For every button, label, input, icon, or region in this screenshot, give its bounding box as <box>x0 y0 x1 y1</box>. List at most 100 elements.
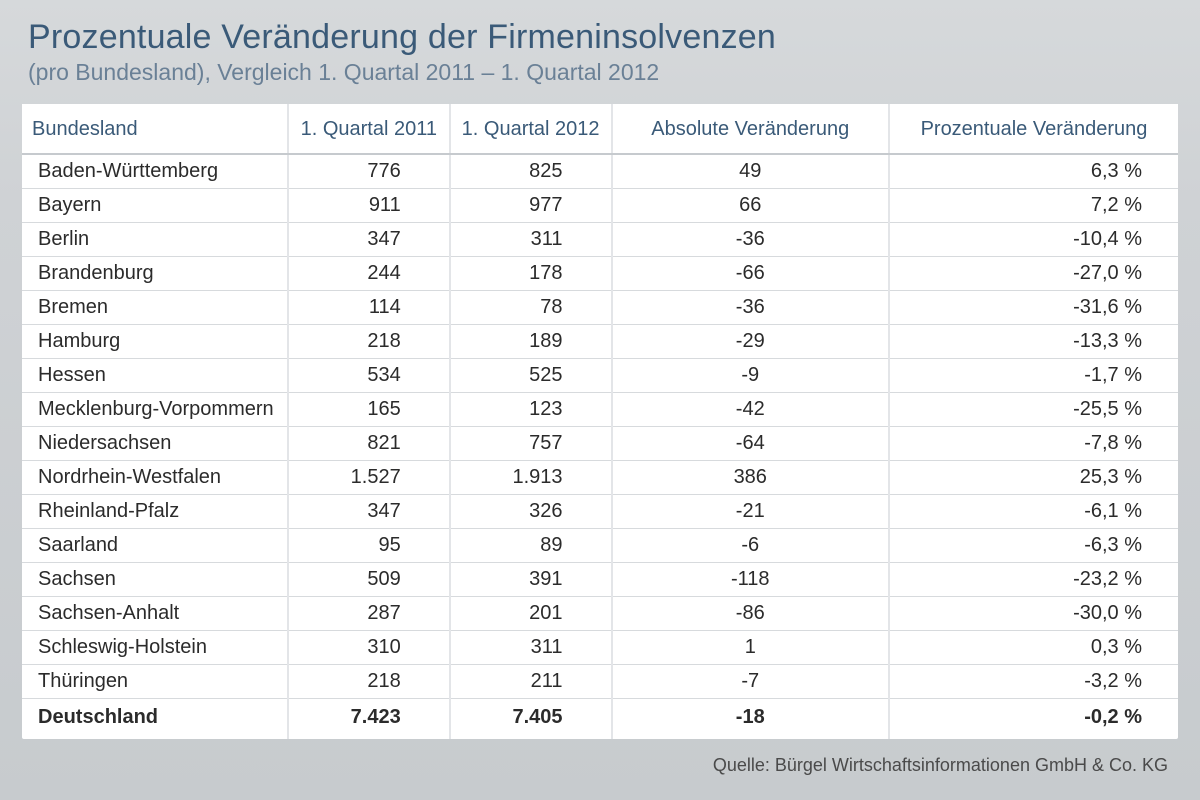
cell-pct: 7,2 % <box>889 189 1178 223</box>
cell-name: Schleswig-Holstein <box>22 631 288 665</box>
table-row: Schleswig-Holstein31031110,3 % <box>22 631 1178 665</box>
cell-q2011: 218 <box>288 665 450 699</box>
cell-q2012: 311 <box>450 223 612 257</box>
cell-abs: -118 <box>612 563 889 597</box>
cell-abs: -21 <box>612 495 889 529</box>
cell-q2011: 287 <box>288 597 450 631</box>
cell-q2012: 78 <box>450 291 612 325</box>
cell-q2012: 123 <box>450 393 612 427</box>
cell-q2012: 189 <box>450 325 612 359</box>
cell-name: Sachsen <box>22 563 288 597</box>
cell-pct: -0,2 % <box>889 699 1178 740</box>
cell-name: Sachsen-Anhalt <box>22 597 288 631</box>
table-row: Nordrhein-Westfalen1.5271.91338625,3 % <box>22 461 1178 495</box>
cell-pct: -25,5 % <box>889 393 1178 427</box>
cell-pct: -6,3 % <box>889 529 1178 563</box>
cell-q2012: 201 <box>450 597 612 631</box>
title-block: Prozentuale Veränderung der Firmeninsolv… <box>0 0 1200 96</box>
cell-pct: 0,3 % <box>889 631 1178 665</box>
cell-q2012: 7.405 <box>450 699 612 740</box>
cell-pct: -10,4 % <box>889 223 1178 257</box>
insolvency-table: Bundesland 1. Quartal 2011 1. Quartal 20… <box>22 104 1178 739</box>
cell-pct: -31,6 % <box>889 291 1178 325</box>
cell-name: Hessen <box>22 359 288 393</box>
cell-q2012: 178 <box>450 257 612 291</box>
cell-name: Hamburg <box>22 325 288 359</box>
table-row: Sachsen509391-118-23,2 % <box>22 563 1178 597</box>
col-header-q2011: 1. Quartal 2011 <box>288 104 450 154</box>
col-header-q2012: 1. Quartal 2012 <box>450 104 612 154</box>
cell-name: Deutschland <box>22 699 288 740</box>
cell-abs: 1 <box>612 631 889 665</box>
table-row: Hessen534525-9-1,7 % <box>22 359 1178 393</box>
table-row: Niedersachsen821757-64-7,8 % <box>22 427 1178 461</box>
table-row: Thüringen218211-7-3,2 % <box>22 665 1178 699</box>
cell-name: Mecklenburg-Vorpommern <box>22 393 288 427</box>
cell-q2011: 821 <box>288 427 450 461</box>
table-header-row: Bundesland 1. Quartal 2011 1. Quartal 20… <box>22 104 1178 154</box>
cell-q2012: 525 <box>450 359 612 393</box>
cell-q2012: 977 <box>450 189 612 223</box>
cell-pct: 6,3 % <box>889 154 1178 189</box>
cell-q2011: 509 <box>288 563 450 597</box>
cell-name: Rheinland-Pfalz <box>22 495 288 529</box>
source-attribution: Quelle: Bürgel Wirtschaftsinformationen … <box>0 749 1200 800</box>
cell-q2011: 218 <box>288 325 450 359</box>
cell-q2012: 211 <box>450 665 612 699</box>
page-subtitle: (pro Bundesland), Vergleich 1. Quartal 2… <box>28 59 1172 86</box>
cell-name: Bayern <box>22 189 288 223</box>
cell-q2012: 326 <box>450 495 612 529</box>
cell-name: Niedersachsen <box>22 427 288 461</box>
cell-q2012: 391 <box>450 563 612 597</box>
cell-name: Thüringen <box>22 665 288 699</box>
cell-abs: -18 <box>612 699 889 740</box>
cell-abs: -6 <box>612 529 889 563</box>
page-title: Prozentuale Veränderung der Firmeninsolv… <box>28 18 1172 57</box>
cell-pct: -6,1 % <box>889 495 1178 529</box>
cell-abs: -36 <box>612 223 889 257</box>
cell-abs: -86 <box>612 597 889 631</box>
table-row: Sachsen-Anhalt287201-86-30,0 % <box>22 597 1178 631</box>
cell-q2012: 757 <box>450 427 612 461</box>
cell-q2011: 347 <box>288 223 450 257</box>
table-row: Brandenburg244178-66-27,0 % <box>22 257 1178 291</box>
cell-abs: -66 <box>612 257 889 291</box>
cell-abs: -42 <box>612 393 889 427</box>
cell-pct: -30,0 % <box>889 597 1178 631</box>
cell-q2011: 911 <box>288 189 450 223</box>
page-container: Prozentuale Veränderung der Firmeninsolv… <box>0 0 1200 800</box>
cell-pct: -1,7 % <box>889 359 1178 393</box>
cell-pct: -7,8 % <box>889 427 1178 461</box>
col-header-pct: Prozentuale Veränderung <box>889 104 1178 154</box>
cell-name: Bremen <box>22 291 288 325</box>
cell-abs: -64 <box>612 427 889 461</box>
cell-q2011: 534 <box>288 359 450 393</box>
table-row: Baden-Württemberg776825496,3 % <box>22 154 1178 189</box>
cell-q2012: 1.913 <box>450 461 612 495</box>
cell-abs: 66 <box>612 189 889 223</box>
cell-q2012: 311 <box>450 631 612 665</box>
cell-name: Baden-Württemberg <box>22 154 288 189</box>
cell-q2011: 114 <box>288 291 450 325</box>
cell-q2011: 95 <box>288 529 450 563</box>
table-row: Rheinland-Pfalz347326-21-6,1 % <box>22 495 1178 529</box>
cell-abs: -29 <box>612 325 889 359</box>
cell-pct: -27,0 % <box>889 257 1178 291</box>
cell-abs: -7 <box>612 665 889 699</box>
cell-name: Brandenburg <box>22 257 288 291</box>
cell-q2011: 244 <box>288 257 450 291</box>
table-row: Berlin347311-36-10,4 % <box>22 223 1178 257</box>
cell-q2012: 89 <box>450 529 612 563</box>
cell-abs: -9 <box>612 359 889 393</box>
cell-q2011: 310 <box>288 631 450 665</box>
table-row: Bayern911977667,2 % <box>22 189 1178 223</box>
cell-q2011: 776 <box>288 154 450 189</box>
table-row: Hamburg218189-29-13,3 % <box>22 325 1178 359</box>
cell-abs: 386 <box>612 461 889 495</box>
cell-name: Saarland <box>22 529 288 563</box>
cell-name: Nordrhein-Westfalen <box>22 461 288 495</box>
cell-pct: -23,2 % <box>889 563 1178 597</box>
cell-pct: -13,3 % <box>889 325 1178 359</box>
table-row: Bremen11478-36-31,6 % <box>22 291 1178 325</box>
table-row: Deutschland7.4237.405-18-0,2 % <box>22 699 1178 740</box>
